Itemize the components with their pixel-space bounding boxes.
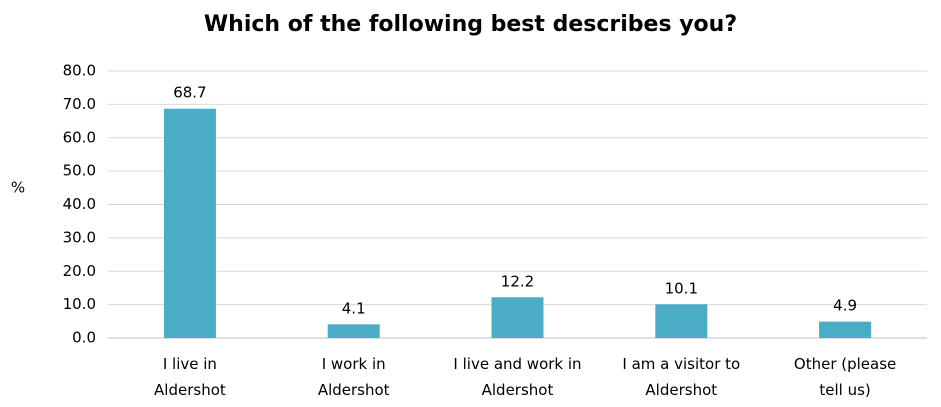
- x-tick-label: Aldershot: [645, 381, 717, 399]
- y-tick-label: 70.0: [63, 95, 96, 113]
- data-label: 4.1: [342, 299, 366, 317]
- data-label: 68.7: [173, 84, 206, 102]
- label-layer: 0.0 10.0 20.0 30.0 40.0 50.0 60.0 70.0 80.0 68.7 I…: [63, 62, 897, 400]
- y-tick-label: 40.0: [63, 195, 96, 213]
- y-tick-label: 30.0: [63, 228, 96, 246]
- x-tick-label: I live and work in: [453, 355, 581, 373]
- x-tick-label: Other (please: [794, 355, 896, 373]
- bar-layer: [163, 108, 872, 339]
- x-tick-label: I am a visitor to: [622, 355, 740, 373]
- x-tick-label: tell us): [819, 381, 870, 399]
- y-tick-label: 20.0: [63, 262, 96, 280]
- y-tick-label: 0.0: [72, 329, 96, 347]
- data-label: 10.1: [665, 279, 698, 297]
- y-tick-label: 60.0: [63, 128, 96, 146]
- y-axis-label: %: [11, 179, 25, 197]
- bar: [491, 297, 544, 338]
- y-tick-label: 80.0: [63, 62, 96, 80]
- x-tick-label: I live in: [163, 355, 217, 373]
- chart-title: Which of the following best describes yo…: [203, 12, 738, 37]
- bar: [327, 324, 380, 338]
- x-tick-label: Aldershot: [154, 381, 226, 399]
- x-tick-label: I work in: [322, 355, 386, 373]
- y-tick-label: 10.0: [63, 295, 96, 313]
- y-tick-label: 50.0: [63, 162, 96, 180]
- data-label: 4.9: [833, 297, 857, 315]
- data-label: 12.2: [501, 272, 534, 290]
- x-tick-label: Aldershot: [318, 381, 390, 399]
- bar: [163, 108, 216, 339]
- bar: [655, 304, 708, 338]
- bar: [819, 321, 872, 338]
- x-tick-label: Aldershot: [482, 381, 554, 399]
